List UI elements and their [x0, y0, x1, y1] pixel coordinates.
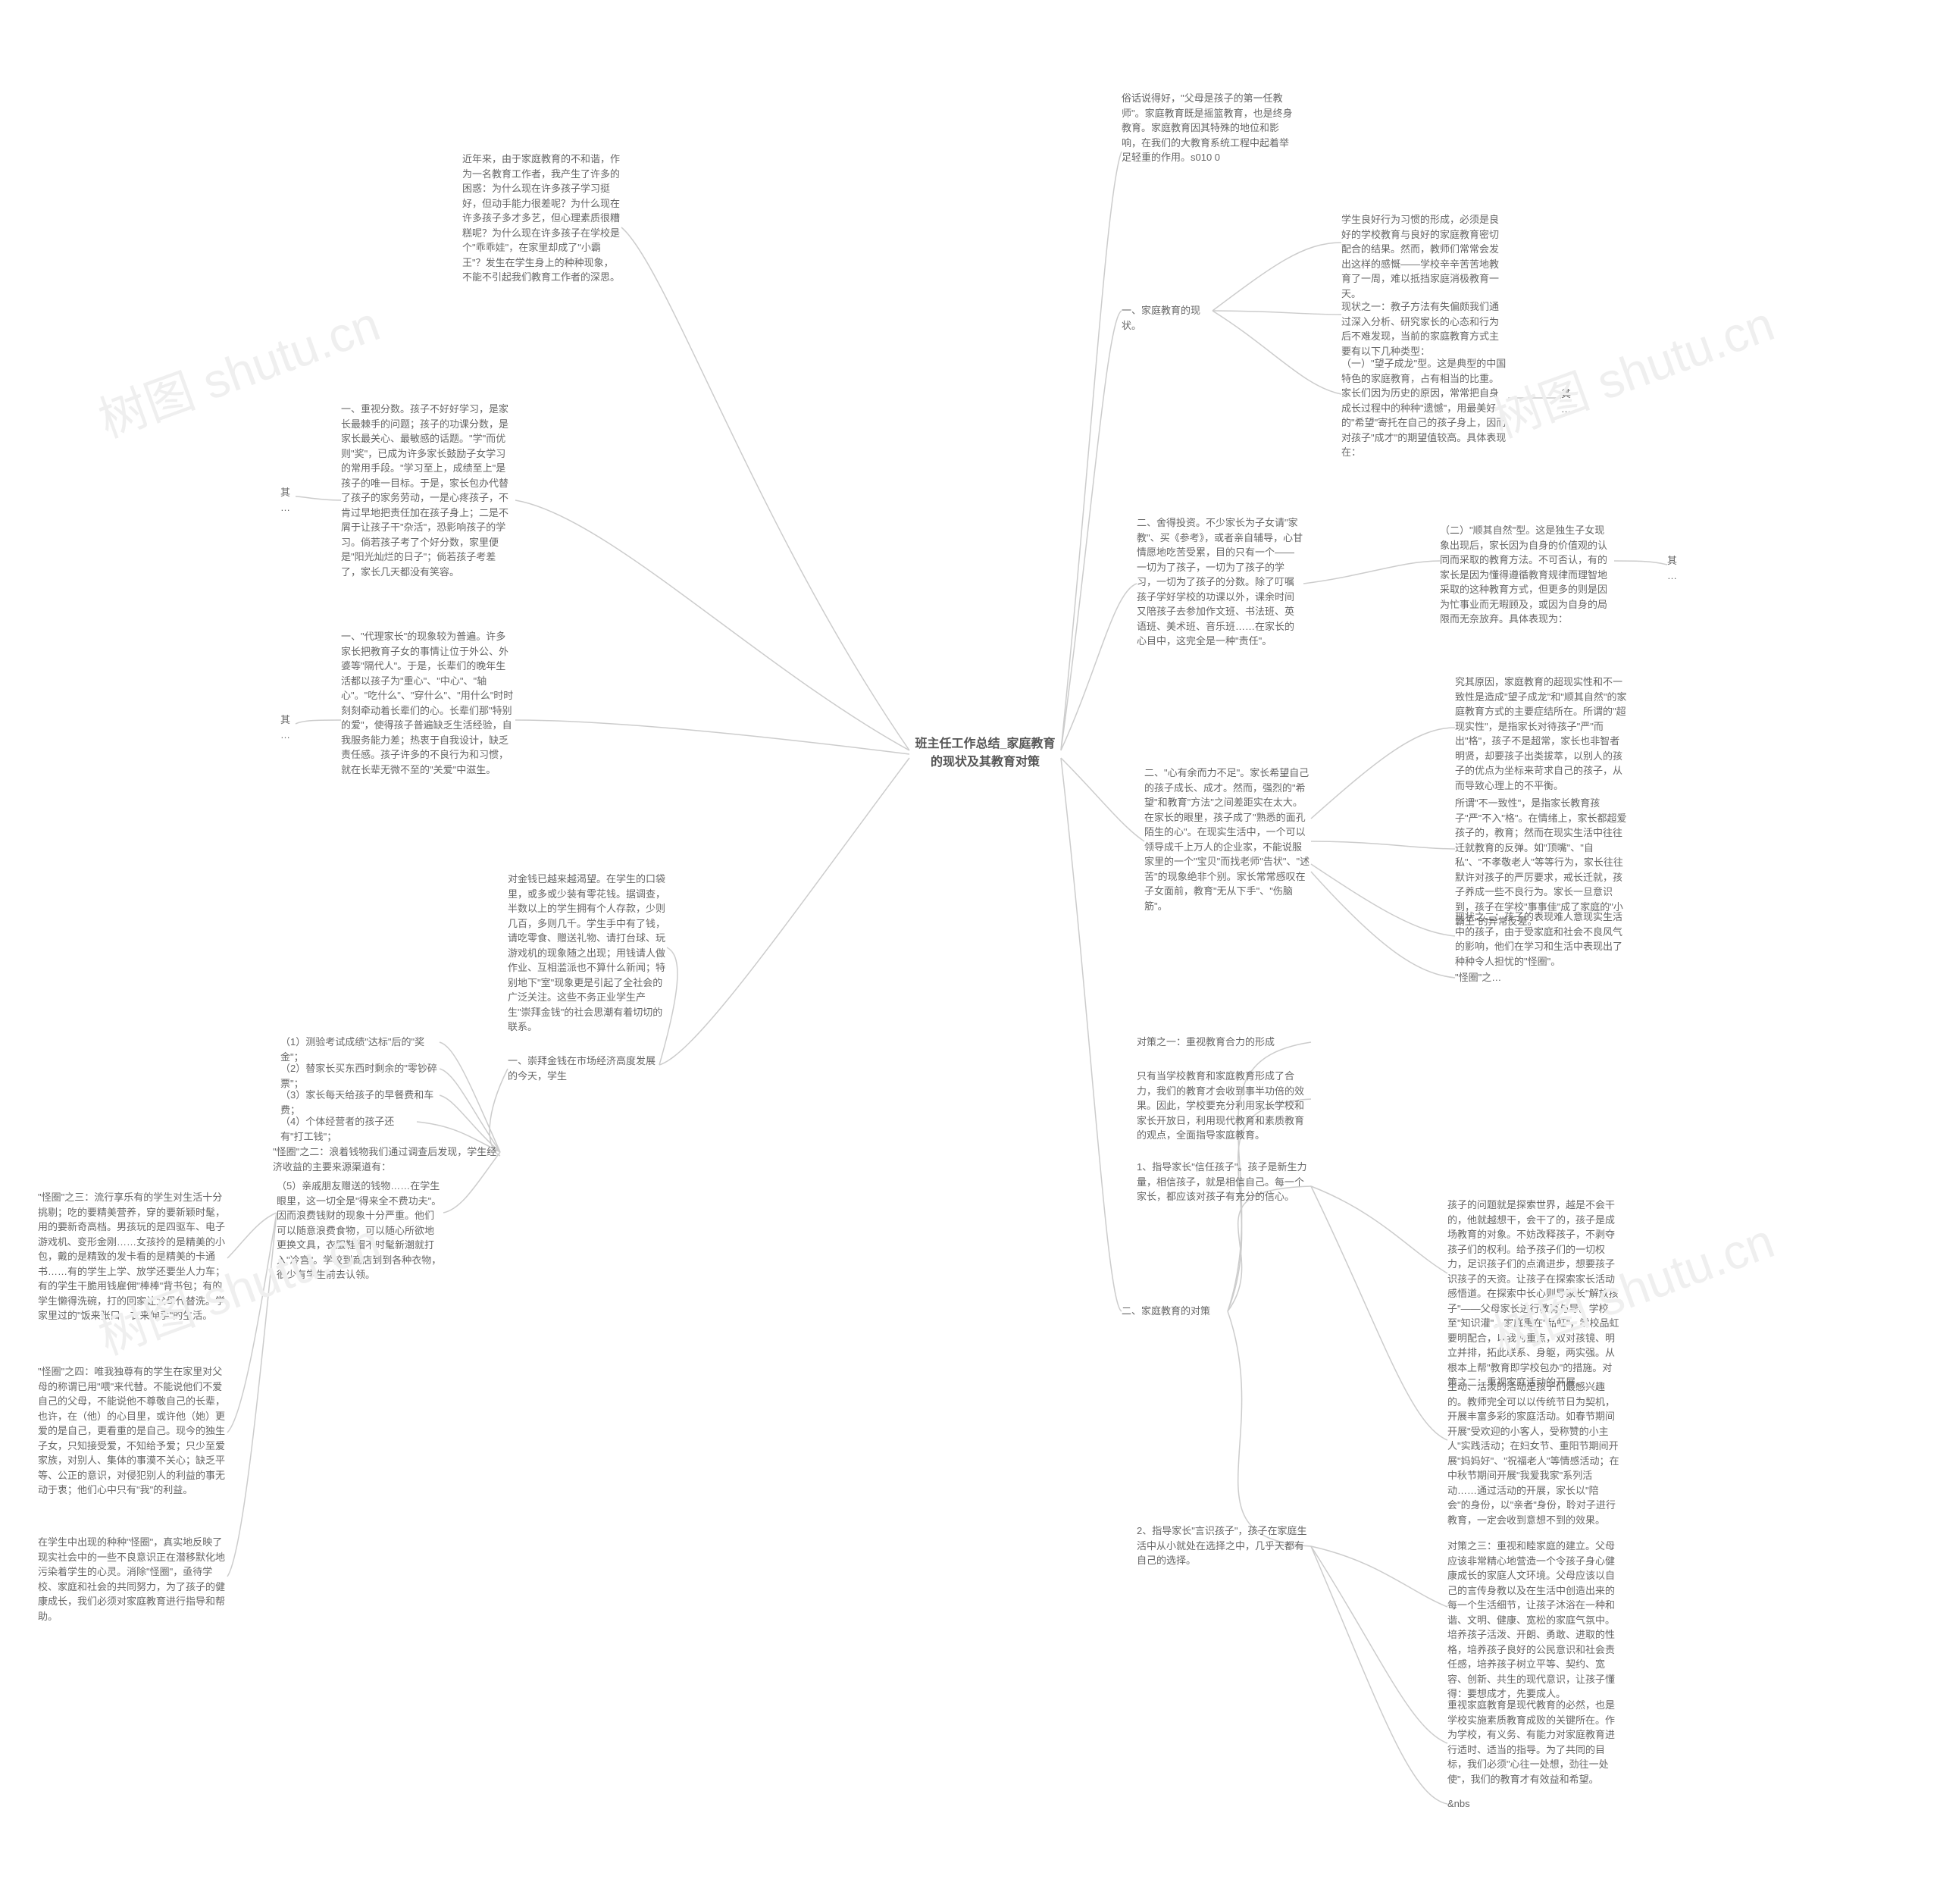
mindmap-node: 学生良好行为习惯的形成，必须是良好的学校教育与良好的家庭教育密切配合的结果。然而…	[1341, 212, 1500, 301]
mindmap-node: （5）亲戚朋友赠送的钱物……在学生眼里，这一切全是"得来全不费功夫"。因而浪费钱…	[277, 1179, 443, 1282]
mindmap-node: 二、家庭教育的对策	[1122, 1304, 1228, 1319]
watermark: 树图 shutu.cn	[1482, 285, 1782, 451]
mindmap-node: 究其原因，家庭教育的超现实性和不一致性是造成"望子成龙"和"顺其自然"的家庭教育…	[1455, 675, 1629, 793]
mindmap-node: "怪圈"之四：唯我独尊有的学生在家里对父母的称谓已用"喂"来代替。不能说他们不爱…	[38, 1364, 227, 1498]
mindmap-node: 对策之三：重视和睦家庭的建立。父母应该非常精心地营造一个令孩子身心健康成长的家庭…	[1447, 1539, 1622, 1702]
mindmap-node: 生动、活泼的活动是孩子们最感兴趣的。教师完全可以以传统节日为契机，开展丰富多彩的…	[1447, 1379, 1622, 1527]
mindmap-node: "怪圈"之二：浪着钱物我们通过调查后发现，学生经济收益的主要来源渠道有：	[273, 1145, 500, 1174]
mindmap-node: 其 …	[1667, 553, 1682, 583]
mindmap-node: 对金钱已越来越渴望。在学生的口袋里，或多或少装有零花钱。据调查，半数以上的学生拥…	[508, 872, 667, 1035]
mindmap-node: 孩子的问题就是探索世界，越是不会干的，他就越想干，会干了的，孩子是成场教育的对象…	[1447, 1198, 1622, 1390]
mindmap-node: 现状之二：孩子的表现难人意现实生活中的孩子，由于受家庭和社会不良风气的影响，他们…	[1455, 910, 1629, 969]
mindmap-node: "怪圈"之三：流行享乐有的学生对生活十分挑剔；吃的要精美营养，穿的要新颖时髦，用…	[38, 1190, 227, 1323]
mindmap-node: 现状之一：教子方法有失偏颇我们通过深入分析、研究家长的心态和行为后不难发现，当前…	[1341, 299, 1500, 359]
mindmap-node: 2、指导家长"言识孩子"，孩子在家庭生活中从小就处在选择之中，几乎天都有自己的选…	[1137, 1524, 1311, 1568]
mindmap-node: 其 …	[280, 485, 296, 515]
mindmap-edges	[0, 0, 1940, 1904]
mindmap-node: 1、指导家长"信任孩子"。孩子是新生力量，相信孩子，就是相信自己。每一个家长，都…	[1137, 1160, 1311, 1204]
mindmap-node: 一、家庭教育的现状。	[1122, 303, 1212, 333]
mindmap-node: 只有当学校教育和家庭教育形成了合力，我们的教育才会收到事半功倍的效果。因此，学校…	[1137, 1069, 1311, 1143]
mindmap-node: 一、"代理家长"的现象较为普遍。许多家长把教育子女的事情让位于外公、外婆等"隔代…	[341, 629, 515, 777]
mindmap-node: （二）"顺其自然"型。这是独生子女现象出现后，家长因为自身的价值观的认同而采取的…	[1440, 523, 1614, 627]
mindmap-node: 一、重视分数。孩子不好好学习，是家长最棘手的问题；孩子的功课分数，是家长最关心、…	[341, 402, 515, 579]
mindmap-node: 二、舍得投资。不少家长为子女请"家教"、买《参考》，或者亲自辅导，心甘情愿地吃苦…	[1137, 515, 1303, 649]
mindmap-node: 重视家庭教育是现代教育的必然，也是学校实施素质教育成败的关键所在。作为学校，有义…	[1447, 1698, 1622, 1787]
mindmap-node: （一）"望子成龙"型。这是典型的中国特色的家庭教育，占有相当的比重。家长们因为历…	[1341, 356, 1508, 460]
mindmap-node: 一、崇拜金钱在市场经济高度发展的今天，学生	[508, 1054, 659, 1083]
mindmap-node: 其 …	[1561, 387, 1576, 416]
mindmap-node: （1）测验考试成绩"达标"后的"奖金"；	[280, 1035, 440, 1064]
mindmap-node: &nbs	[1447, 1796, 1493, 1812]
mindmap-node: 在学生中出现的种种"怪圈"，真实地反映了现实社会中的一些不良意识正在潜移默化地污…	[38, 1535, 227, 1624]
mindmap-node: 对策之一：重视教育合力的形成	[1137, 1035, 1311, 1050]
mindmap-root: 班主任工作总结_家庭教育 的现状及其教育对策	[909, 735, 1061, 772]
mindmap-node: （2）替家长买东西时剩余的"零钞碎票"；	[280, 1061, 440, 1091]
mindmap-node: "怪圈"之…	[1455, 970, 1516, 985]
mindmap-node: 二、"心有余而力不足"。家长希望自己的孩子成长、成才。然而，强烈的"希望"和教育…	[1144, 766, 1311, 913]
mindmap-node: （3）家长每天给孩子的早餐费和车费；	[280, 1088, 440, 1117]
mindmap-node: （4）个体经营者的孩子还有"打工钱"；	[280, 1114, 417, 1144]
mindmap-node: 近年来，由于家庭教育的不和谐，作为一名教育工作者，我产生了许多的困惑：为什么现在…	[462, 152, 621, 285]
mindmap-node: 俗话说得好，"父母是孩子的第一任教师"。家庭教育既是摇篮教育，也是终身教育。家庭…	[1122, 91, 1296, 165]
mindmap-node: 其 …	[280, 712, 296, 742]
